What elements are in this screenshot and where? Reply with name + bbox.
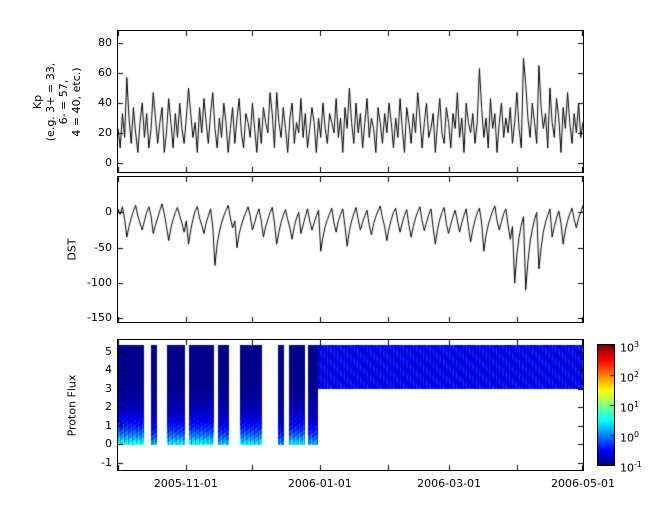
ytick-label-dst-index: -150 — [87, 311, 112, 325]
xtick-label: 2006-01-01 — [287, 477, 352, 490]
ytick-label-kp-index: 80 — [98, 36, 112, 49]
ytick-label-kp-index: 40 — [98, 96, 112, 109]
proton-flux-heatmap-canvas — [118, 340, 583, 470]
colorbar-tick-label: 10-1 — [620, 460, 642, 475]
xtick-label: 2006-05-01 — [551, 477, 615, 490]
ytick-label-proton-flux: 0 — [105, 437, 112, 451]
ytick-label-kp-index: 60 — [98, 66, 112, 79]
colorbar-tick-label: 100 — [620, 430, 640, 445]
xtick-label: 2005-11-01 — [153, 477, 218, 490]
colorbar — [597, 344, 615, 466]
kp-axis-label-line-1: (e.g. 3+ = 33, — [44, 62, 57, 141]
ytick-label-dst-index: -100 — [87, 276, 112, 290]
colorbar-tick-label: 103 — [620, 340, 640, 355]
xtick-label: 2006-03-01 — [417, 477, 482, 490]
kp-panel — [117, 30, 584, 173]
kp-axis-label-line-0: Kp — [31, 94, 44, 109]
colorbar-tick-label: 102 — [620, 370, 640, 385]
ytick-label-proton-flux: -1 — [101, 455, 112, 469]
ytick-label-proton-flux: 2 — [105, 400, 112, 414]
dst-plot-canvas — [118, 177, 583, 322]
kp-plot-canvas — [118, 31, 583, 172]
colorbar-canvas — [598, 345, 614, 465]
dst-panel — [117, 176, 584, 323]
ytick-label-kp-index: 0 — [105, 156, 112, 169]
kp-axis-label-line-2: 6- = 57, — [57, 79, 70, 124]
ytick-label-proton-flux: 5 — [105, 344, 112, 358]
proton-flux-panel — [117, 339, 584, 471]
ytick-label-kp-index: 20 — [98, 126, 112, 139]
ytick-label-proton-flux: 1 — [105, 418, 112, 432]
ytick-label-dst-index: 0 — [105, 205, 112, 219]
colorbar-tick-label: 101 — [620, 400, 640, 415]
ytick-label-proton-flux: 3 — [105, 381, 112, 395]
ytick-label-proton-flux: 4 — [105, 363, 112, 377]
ytick-label-dst-index: -50 — [94, 240, 112, 254]
